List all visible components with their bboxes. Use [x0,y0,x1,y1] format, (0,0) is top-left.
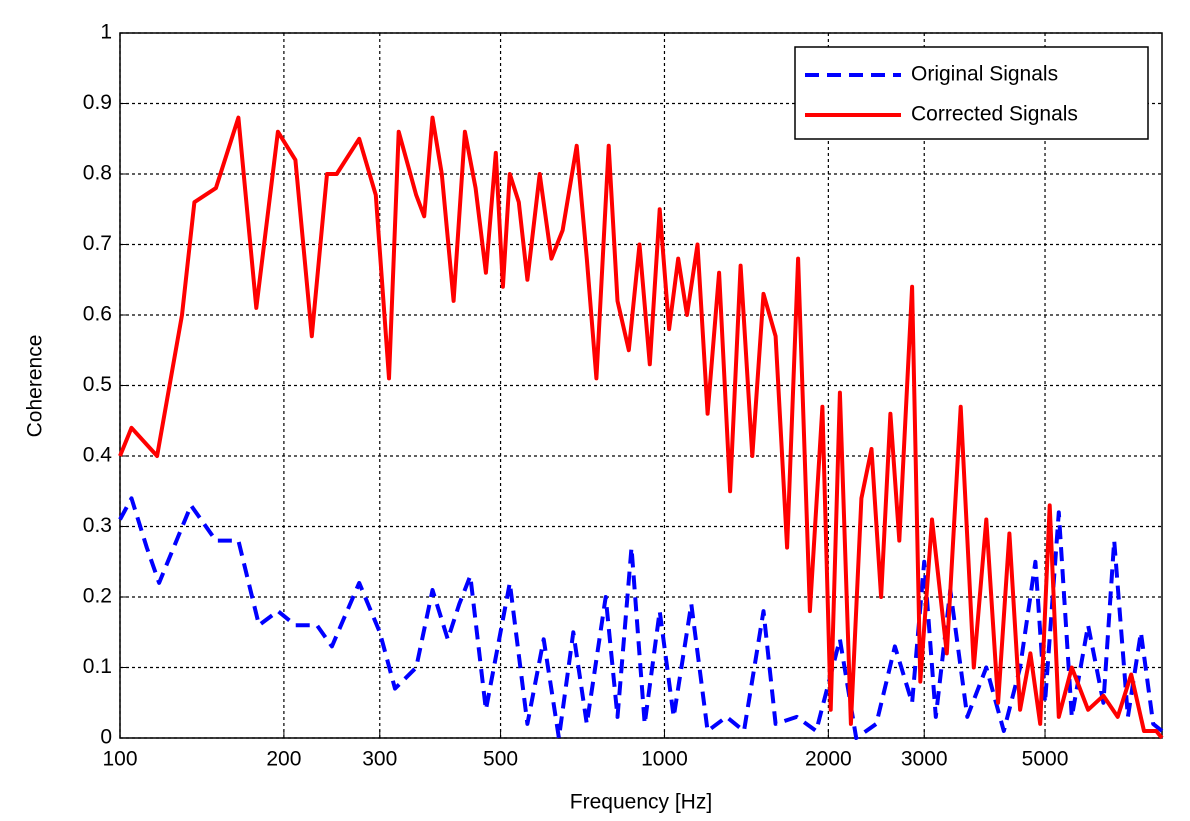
y-tick-label: 0.6 [83,303,112,326]
y-tick-label: 1 [100,21,112,44]
y-tick-label: 0.3 [83,514,112,537]
y-tick-label: 0.2 [83,585,112,608]
y-tick-label: 0.7 [83,232,112,255]
x-tick-label: 5000 [1022,748,1069,771]
x-tick-label: 100 [102,748,137,771]
x-tick-label: 3000 [901,748,948,771]
x-tick-label: 2000 [805,748,852,771]
y-tick-label: 0.5 [83,373,112,396]
y-tick-label: 0.8 [83,162,112,185]
x-tick-label: 1000 [641,748,688,771]
plot-area [120,33,1162,738]
y-tick-label: 0.4 [83,444,113,467]
y-axis-label: Coherence [24,335,47,438]
x-axis-label: Frequency [Hz] [570,791,712,814]
legend-box [794,46,1149,140]
y-tick-label: 0 [100,726,112,749]
data-line [118,496,1164,740]
legend-label: Original Signals [911,63,1058,86]
x-tick-label: 200 [266,748,301,771]
y-tick-label: 0.9 [83,91,112,114]
x-tick-label: 500 [483,748,518,771]
x-tick-label: 300 [362,748,397,771]
data-line [118,115,1164,740]
legend-label: Corrected Signals [911,103,1078,126]
y-tick-label: 0.1 [83,655,112,678]
axes-frame [119,32,1163,739]
